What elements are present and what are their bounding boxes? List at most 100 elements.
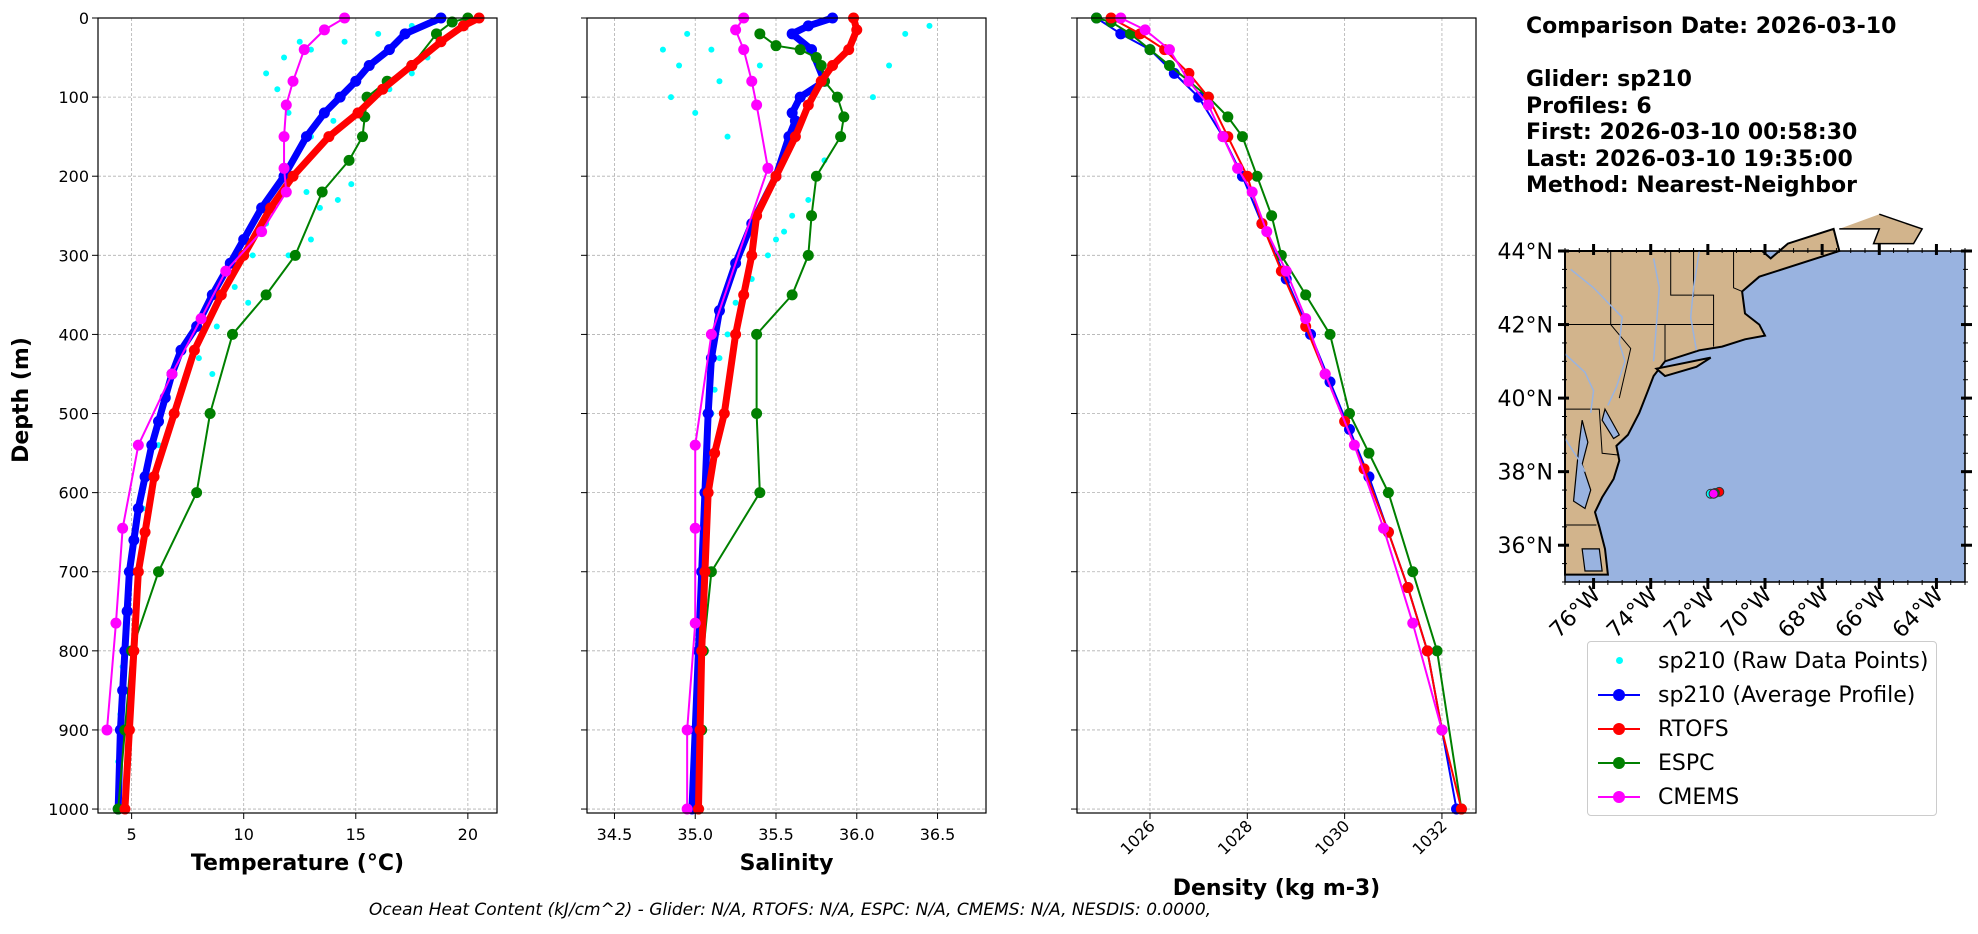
legend-marker-rtofs xyxy=(1613,723,1625,735)
series-point-cmems xyxy=(1183,75,1195,87)
series-point-cmems xyxy=(751,99,763,111)
raw-data-point xyxy=(348,181,355,188)
river-line xyxy=(1564,353,1595,413)
series-point-sp210-average-profile xyxy=(334,91,346,103)
series-point-cmems xyxy=(1300,313,1312,325)
raw-data-point xyxy=(724,331,731,338)
series-point-sp210-average-profile xyxy=(399,28,411,40)
series-point-cmems xyxy=(220,265,232,277)
series-point-sp210-average-profile xyxy=(153,415,165,427)
legend-marker-espc xyxy=(1613,757,1625,769)
series-point-rtofs xyxy=(168,408,180,420)
legend-marker-average xyxy=(1613,689,1625,701)
series-point-espc xyxy=(1407,566,1419,578)
series-point-rtofs xyxy=(851,24,863,36)
series-point-cmems xyxy=(256,226,268,238)
series-point-espc xyxy=(751,328,763,340)
series-point-cmems xyxy=(1280,265,1292,277)
raw-data-point xyxy=(926,22,933,29)
series-point-cmems xyxy=(689,522,701,534)
raw-data-point xyxy=(764,252,771,259)
series-point-cmems xyxy=(681,724,693,736)
y-tick-label: 900 xyxy=(58,721,89,740)
river-line xyxy=(1652,258,1661,362)
series-point-cmems xyxy=(318,24,330,36)
series-point-rtofs xyxy=(215,289,227,301)
series-point-rtofs xyxy=(815,75,827,87)
series-point-rtofs xyxy=(699,566,711,578)
series-line-cmems xyxy=(105,17,346,731)
raw-data-point xyxy=(781,228,788,235)
x-axis-label: Density (kg m-3) xyxy=(1173,876,1381,901)
series-point-espc xyxy=(204,408,216,420)
series-point-rtofs xyxy=(128,645,140,657)
series-point-espc xyxy=(1266,210,1278,222)
x-tick-label: 20 xyxy=(458,825,478,844)
series-point-rtofs xyxy=(1455,803,1467,815)
map-lon-label: 76°W xyxy=(1545,582,1606,643)
chesapeake-bay xyxy=(1572,420,1592,510)
legend-label-cmems: CMEMS xyxy=(1658,785,1740,810)
y-tick-label: 100 xyxy=(58,88,89,107)
series-point-rtofs xyxy=(802,99,814,111)
map-lat-label: 40°N xyxy=(1498,387,1553,412)
series-point-espc xyxy=(1382,487,1394,499)
x-tick-label: 1032 xyxy=(1409,816,1451,858)
series-point-sp210-average-profile xyxy=(146,439,158,451)
density-panel: 1026 1028 1030 1032 Density (kg m-3) xyxy=(1071,12,1477,901)
series-point-rtofs xyxy=(457,20,469,32)
series-point-espc xyxy=(831,91,843,103)
series-point-espc xyxy=(838,111,850,123)
series-point-espc xyxy=(810,52,822,64)
series-point-sp210-average-profile xyxy=(318,107,330,119)
last-time: Last: 2026-03-10 19:35:00 xyxy=(1526,146,1853,172)
series-point-cmems xyxy=(1217,131,1229,143)
x-tick-label: 5 xyxy=(127,825,137,844)
x-tick-label: 1026 xyxy=(1117,816,1159,858)
footer-ohc: Ocean Heat Content (kJ/cm^2) - Glider: N… xyxy=(368,900,1212,920)
map-lat-label: 36°N xyxy=(1498,534,1553,559)
raw-data-point xyxy=(281,54,288,61)
series-point-cmems xyxy=(689,439,701,451)
map-lat-label: 42°N xyxy=(1498,314,1553,339)
series-point-rtofs xyxy=(132,566,144,578)
series-point-sp210-average-profile xyxy=(363,59,375,71)
legend-item-average: sp210 (Average Profile) xyxy=(1588,678,1936,712)
legend-item-cmems: CMEMS xyxy=(1588,780,1936,814)
series-point-cmems xyxy=(117,522,129,534)
glider-name: Glider: sp210 xyxy=(1526,67,1692,92)
legend-label-rtofs: RTOFS xyxy=(1658,717,1729,742)
series-point-espc xyxy=(1431,645,1443,657)
series-point-sp210-average-profile xyxy=(139,471,151,483)
map-lat-label: 38°N xyxy=(1498,461,1553,486)
series-point-cmems xyxy=(110,617,122,629)
map-lon-label: 74°W xyxy=(1602,582,1663,643)
raw-data-point xyxy=(886,62,893,69)
x-axis-label: Salinity xyxy=(740,851,834,876)
raw-data-point xyxy=(708,46,715,53)
legend-item-raw: sp210 (Raw Data Points) xyxy=(1588,644,1936,678)
series-point-sp210-average-profile xyxy=(802,20,814,32)
series-point-sp210-average-profile xyxy=(786,28,798,40)
long-island xyxy=(1654,356,1712,378)
series-point-espc xyxy=(289,249,301,261)
series-point-rtofs xyxy=(692,803,704,815)
series-point-cmems xyxy=(287,75,299,87)
raw-data-point xyxy=(408,70,415,77)
method: Method: Nearest-Neighbor xyxy=(1526,173,1857,198)
salinity-panel: 34.5 35.0 35.5 36.0 36.5 Salinity xyxy=(581,12,987,876)
x-tick-label: 36.5 xyxy=(920,825,956,844)
x-tick-label: 35.0 xyxy=(677,825,713,844)
series-point-rtofs xyxy=(148,471,160,483)
temperature-panel: 0 100 200 300 400 500 600 700 800 900 1000 5 10 15 20 T… xyxy=(48,9,498,876)
series-point-espc xyxy=(806,210,818,222)
series-point-sp210-average-profile xyxy=(350,75,362,87)
series-point-cmems xyxy=(1261,226,1273,238)
delaware-bay xyxy=(1601,407,1621,440)
x-tick-label: 34.5 xyxy=(597,825,633,844)
series-point-rtofs xyxy=(1402,582,1414,594)
raw-data-point xyxy=(274,86,281,93)
legend-label-espc: ESPC xyxy=(1658,751,1715,776)
series-point-espc xyxy=(1222,111,1234,123)
series-point-rtofs xyxy=(694,724,706,736)
